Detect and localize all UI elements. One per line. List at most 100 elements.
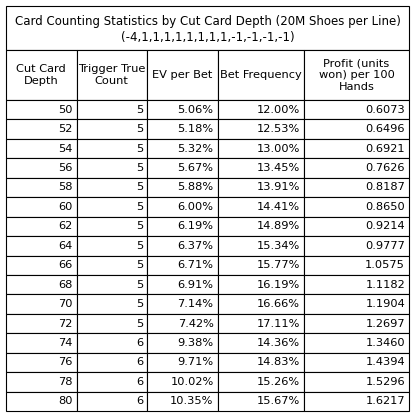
Text: 14.83%: 14.83% (257, 357, 300, 367)
Text: 1.1904: 1.1904 (365, 299, 405, 309)
Bar (147, 50, 217, 100)
Bar (304, 158, 409, 178)
Text: 56: 56 (58, 163, 73, 173)
Text: 76: 76 (58, 357, 73, 367)
Text: Bet Frequency: Bet Frequency (220, 70, 302, 80)
Bar (6, 119, 76, 139)
Text: Trigger True
Count: Trigger True Count (78, 64, 146, 86)
Bar (76, 197, 147, 216)
Bar (304, 139, 409, 158)
Text: 12.00%: 12.00% (257, 105, 300, 115)
Text: 1.6217: 1.6217 (365, 396, 405, 406)
Text: 5.32%: 5.32% (178, 143, 214, 153)
Text: 1.5296: 1.5296 (365, 377, 405, 387)
Text: 10.35%: 10.35% (170, 396, 214, 406)
Text: 6.19%: 6.19% (178, 221, 214, 231)
Text: 1.1182: 1.1182 (365, 280, 405, 290)
Bar (304, 236, 409, 256)
Bar (76, 353, 147, 372)
Text: 72: 72 (58, 319, 73, 329)
Text: 66: 66 (58, 260, 73, 270)
Bar (76, 333, 147, 353)
Text: 0.6073: 0.6073 (365, 105, 405, 115)
Text: 6: 6 (136, 357, 143, 367)
Text: 5.06%: 5.06% (178, 105, 214, 115)
Bar (6, 333, 76, 353)
Bar (217, 158, 304, 178)
Text: 52: 52 (58, 124, 73, 134)
Text: 9.71%: 9.71% (178, 357, 214, 367)
Text: 5: 5 (136, 260, 143, 270)
Text: 60: 60 (58, 202, 73, 212)
Text: 15.34%: 15.34% (257, 241, 300, 251)
Text: 7.14%: 7.14% (178, 299, 214, 309)
Text: 15.67%: 15.67% (257, 396, 300, 406)
Text: 64: 64 (58, 241, 73, 251)
Text: 5.18%: 5.18% (178, 124, 214, 134)
Text: 9.38%: 9.38% (178, 338, 214, 348)
Bar (6, 256, 76, 275)
Text: 54: 54 (58, 143, 73, 153)
Text: 1.0575: 1.0575 (365, 260, 405, 270)
Text: 0.9777: 0.9777 (365, 241, 405, 251)
Bar (217, 216, 304, 236)
Bar (304, 216, 409, 236)
Text: 5: 5 (136, 319, 143, 329)
Bar (304, 256, 409, 275)
Bar (6, 236, 76, 256)
Text: 16.19%: 16.19% (257, 280, 300, 290)
Text: 0.6921: 0.6921 (365, 143, 405, 153)
Text: Profit (units
won) per 100
Hands: Profit (units won) per 100 Hands (319, 58, 395, 92)
Bar (147, 119, 217, 139)
Text: 13.00%: 13.00% (257, 143, 300, 153)
Bar (147, 178, 217, 197)
Bar (304, 275, 409, 294)
Bar (147, 372, 217, 392)
Text: 15.26%: 15.26% (257, 377, 300, 387)
Bar (147, 392, 217, 411)
Text: 5: 5 (136, 241, 143, 251)
Bar (6, 139, 76, 158)
Bar (217, 50, 304, 100)
Text: 6.71%: 6.71% (178, 260, 214, 270)
Bar (76, 314, 147, 333)
Text: 15.77%: 15.77% (257, 260, 300, 270)
Bar (76, 294, 147, 314)
Text: 5: 5 (136, 143, 143, 153)
Bar (147, 236, 217, 256)
Bar (147, 158, 217, 178)
Text: 0.7626: 0.7626 (366, 163, 405, 173)
Text: 16.66%: 16.66% (257, 299, 300, 309)
Text: 1.2697: 1.2697 (365, 319, 405, 329)
Bar (217, 178, 304, 197)
Bar (76, 372, 147, 392)
Text: 14.36%: 14.36% (257, 338, 300, 348)
Bar (217, 236, 304, 256)
Text: 5: 5 (136, 299, 143, 309)
Bar (304, 372, 409, 392)
Bar (304, 197, 409, 216)
Bar (217, 372, 304, 392)
Text: 70: 70 (58, 299, 73, 309)
Bar (76, 178, 147, 197)
Bar (304, 314, 409, 333)
Bar (76, 392, 147, 411)
Text: 5: 5 (136, 183, 143, 193)
Text: Cut Card
Depth: Cut Card Depth (16, 64, 66, 86)
Bar (304, 353, 409, 372)
Text: 14.89%: 14.89% (257, 221, 300, 231)
Text: 74: 74 (58, 338, 73, 348)
Bar (6, 372, 76, 392)
Bar (304, 294, 409, 314)
Bar (6, 197, 76, 216)
Text: 10.02%: 10.02% (170, 377, 214, 387)
Bar (217, 197, 304, 216)
Bar (76, 119, 147, 139)
Bar (76, 139, 147, 158)
Text: 62: 62 (58, 221, 73, 231)
Text: 5: 5 (136, 280, 143, 290)
Text: 6: 6 (136, 396, 143, 406)
Text: 12.53%: 12.53% (257, 124, 300, 134)
Text: 6: 6 (136, 338, 143, 348)
Bar (217, 119, 304, 139)
